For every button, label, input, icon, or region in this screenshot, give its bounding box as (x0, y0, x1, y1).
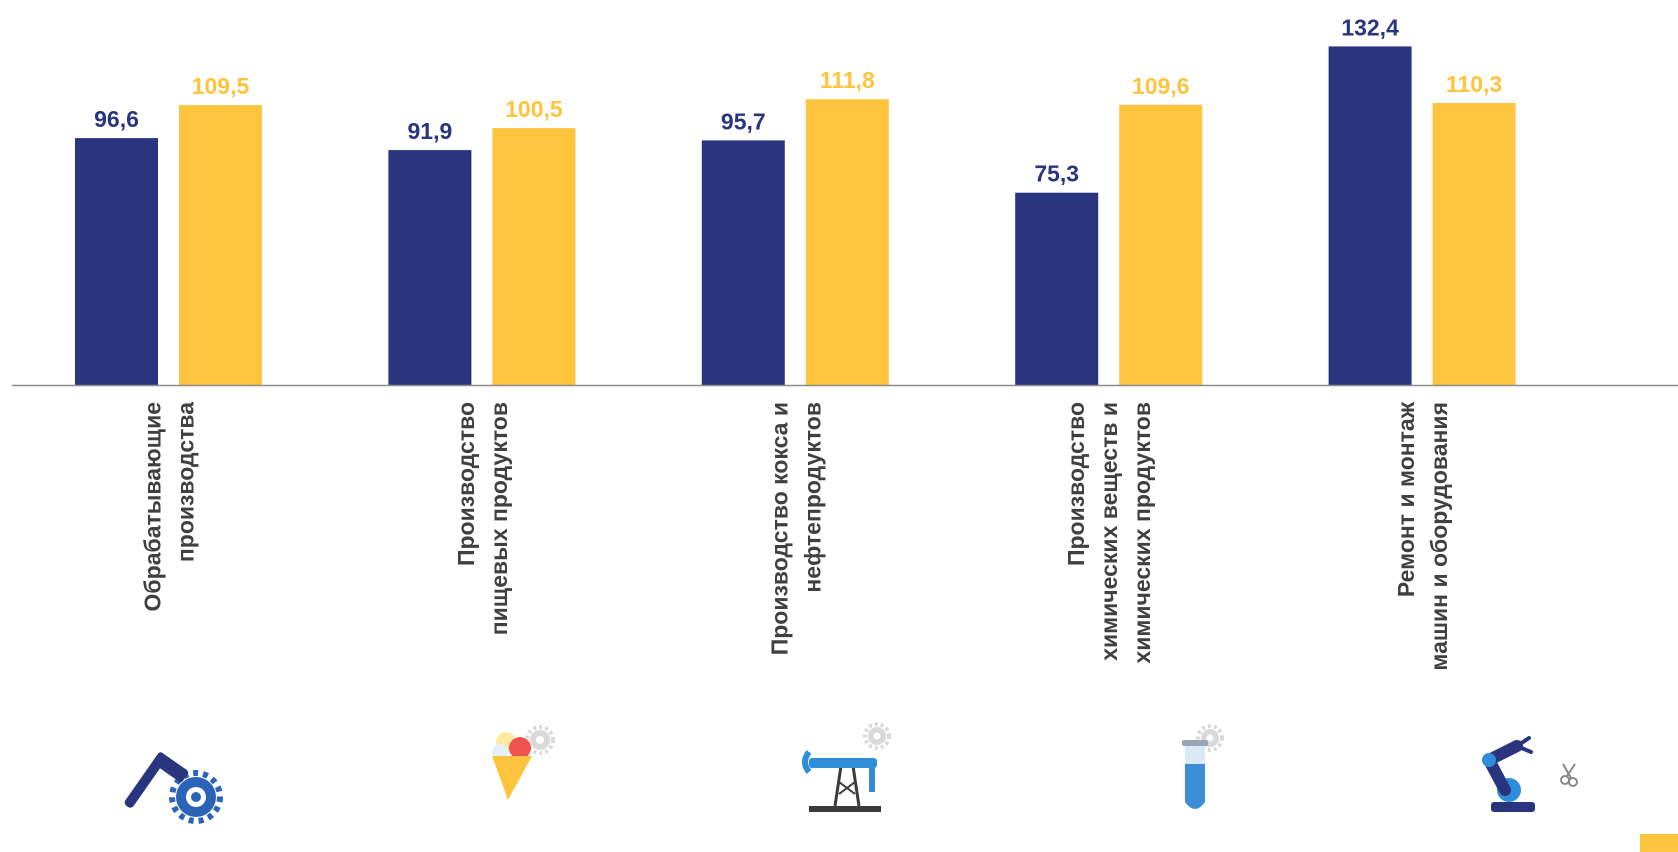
bar-s1-c4 (1015, 192, 1099, 386)
page-corner-marker (1640, 834, 1678, 852)
category-label-line: химических продуктов (1129, 402, 1155, 664)
category-label-line: Обрабатывающие (140, 402, 166, 611)
value-label-s2-c3: 111,8 (820, 67, 875, 93)
value-label-s1-c5: 132,4 (1341, 14, 1399, 40)
value-label-s1-c1: 96,6 (94, 106, 139, 132)
gear-icon (169, 770, 223, 824)
bar-s1-c2 (388, 150, 472, 386)
bar-s1-c3 (701, 140, 785, 386)
category-label-line: машин и оборудования (1426, 402, 1452, 671)
category-label-line: производства (173, 402, 199, 562)
value-label-s2-c4: 109,6 (1132, 73, 1190, 99)
value-label-s1-c4: 75,3 (1034, 161, 1079, 187)
category-label-line: химических веществ и (1096, 402, 1122, 661)
category-label-line: Ремонт и монтаж (1393, 401, 1419, 597)
robot-arm-icon (1482, 736, 1578, 812)
value-label-s1-c2: 91,9 (408, 118, 453, 144)
scissors-icon (1560, 763, 1578, 787)
category-label-3: Производство кокса и нефтепродуктов (766, 402, 825, 655)
category-label-line: Производство (453, 402, 479, 566)
bar-s1-c1 (75, 138, 158, 386)
value-label-s2-c5: 110,3 (1446, 71, 1502, 97)
gear-icon (525, 725, 555, 755)
bar-s2-c2 (492, 128, 576, 386)
ice-cream-gear-icon (492, 725, 555, 800)
category-label-line: нефтепродуктов (799, 402, 825, 593)
category-label-2: Производство пищевых продуктов (453, 402, 512, 635)
gear-icon (863, 722, 891, 750)
category-label-line: Производство кокса и (766, 402, 792, 655)
value-label-s2-c2: 100,5 (505, 96, 563, 122)
category-label-1: Обрабатывающие производства (140, 402, 199, 612)
category-label-line: пищевых продуктов (486, 402, 512, 635)
value-label-s2-c1: 109,5 (192, 73, 250, 99)
bar-s1-c5 (1328, 46, 1412, 386)
bars-layer (75, 46, 1516, 386)
bar-s2-c3 (805, 99, 889, 386)
test-tube-gear-icon (1182, 724, 1224, 809)
category-labels-layer: Обрабатывающие производства Производство пи… (140, 401, 1453, 670)
value-label-s1-c3: 95,7 (721, 108, 766, 134)
bar-s2-c1 (179, 105, 262, 386)
hammer-gear-icon (124, 752, 223, 824)
bar-s2-c4 (1119, 104, 1203, 386)
category-label-5: Ремонт и монтаж машин и оборудования (1393, 401, 1452, 670)
bar-s2-c5 (1432, 103, 1516, 386)
value-labels-layer: 96,6 109,5 91,9 100,5 95,7 111,8 75,3 109,6 132,… (94, 14, 1502, 186)
category-label-line: Производство (1063, 402, 1089, 566)
oil-pump-gear-icon (802, 722, 891, 812)
category-label-4: Производство химических веществ и химическ… (1063, 402, 1155, 664)
